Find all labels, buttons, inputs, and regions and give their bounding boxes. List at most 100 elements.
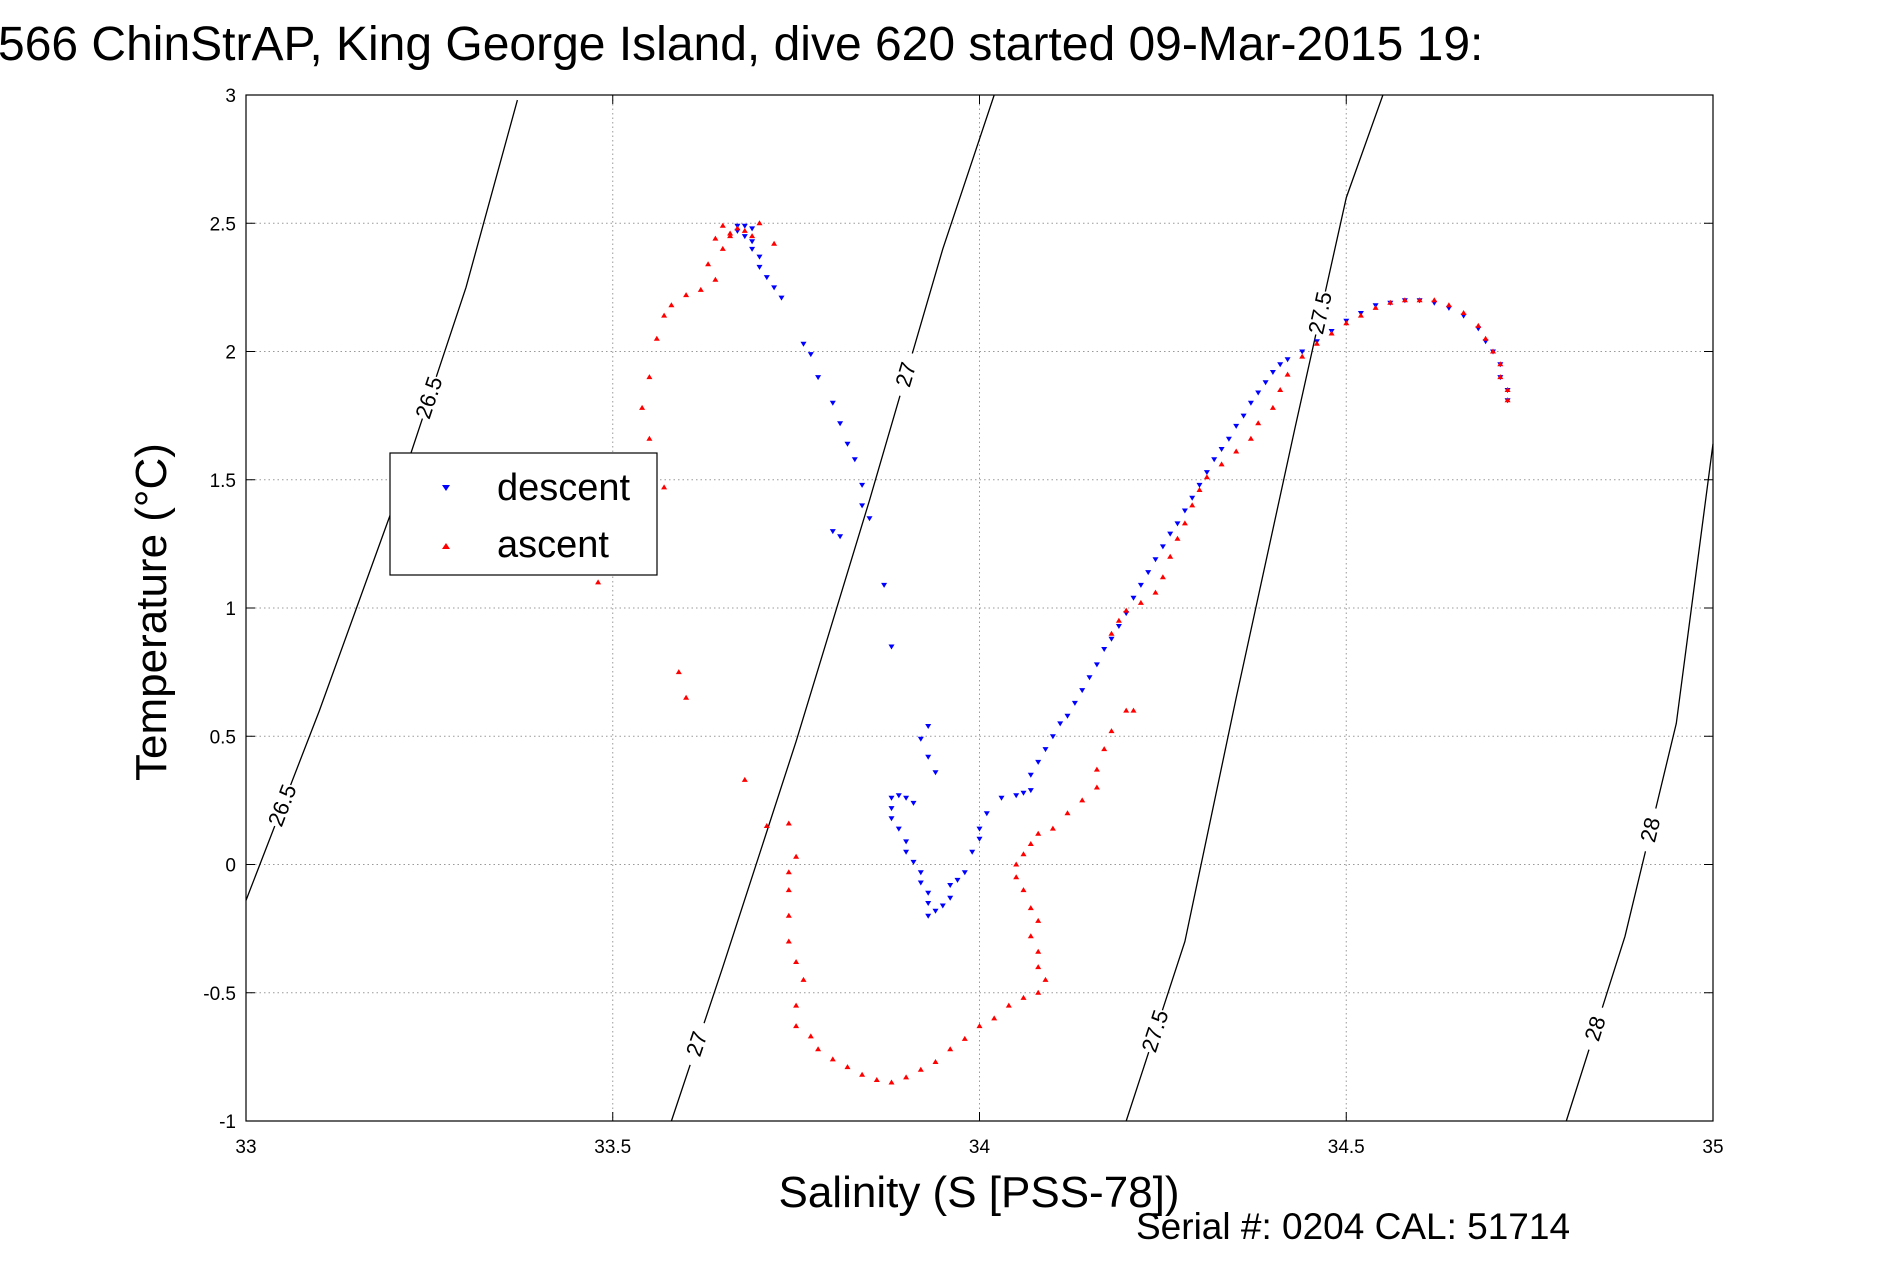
- ascent-point: [639, 404, 646, 410]
- descent-point: [778, 295, 785, 301]
- descent-point: [1277, 362, 1284, 368]
- ascent-point: [1020, 994, 1027, 1000]
- descent-point: [749, 226, 756, 232]
- descent-series: [734, 223, 1511, 919]
- descent-point: [888, 795, 895, 801]
- y-tick-label: -1: [219, 1112, 236, 1133]
- contour-label: 26.5: [410, 373, 447, 422]
- ascent-point: [1035, 917, 1042, 923]
- ascent-point: [595, 579, 602, 585]
- descent-point: [1027, 788, 1034, 794]
- x-tick-labels: 33 33.5 34 34.5 35: [235, 1137, 1723, 1158]
- ascent-point: [829, 1056, 836, 1062]
- descent-point: [1189, 495, 1196, 501]
- ascent-point: [1013, 861, 1020, 867]
- x-tick-label: 33: [235, 1137, 256, 1158]
- ascent-point: [976, 1023, 983, 1029]
- x-tick-label: 34: [969, 1137, 991, 1158]
- chart-title: 566 ChinStrAP, King George Island, dive …: [0, 18, 1483, 71]
- descent-point: [1240, 413, 1247, 419]
- ascent-point: [1108, 728, 1115, 734]
- ascent-point: [1079, 797, 1086, 803]
- descent-point: [771, 285, 778, 291]
- descent-point: [917, 736, 924, 742]
- descent-point: [763, 275, 770, 281]
- descent-point: [1203, 470, 1210, 476]
- ascent-point: [661, 484, 668, 490]
- ascent-point: [1093, 784, 1100, 790]
- descent-point: [1108, 636, 1115, 642]
- ascent-point: [888, 1079, 895, 1085]
- ascent-point: [1284, 371, 1291, 377]
- descent-point: [829, 400, 836, 406]
- ascent-point: [1401, 297, 1408, 303]
- descent-point: [1071, 700, 1078, 706]
- descent-point: [1299, 349, 1306, 355]
- descent-point: [895, 826, 902, 832]
- isopycnal-line: [670, 94, 995, 1122]
- descent-point: [837, 534, 844, 540]
- descent-point: [910, 800, 917, 806]
- descent-point: [859, 503, 866, 509]
- descent-point: [837, 421, 844, 427]
- descent-point: [903, 795, 910, 801]
- ascent-point: [1490, 348, 1496, 354]
- ascent-point: [1042, 976, 1049, 982]
- descent-point: [1115, 624, 1122, 629]
- ascent-point: [741, 776, 748, 782]
- descent-point: [925, 724, 932, 729]
- ascent-point: [807, 1033, 814, 1039]
- descent-point: [947, 883, 954, 888]
- descent-point: [925, 754, 932, 760]
- descent-point: [1152, 557, 1159, 563]
- ascent-point: [1504, 387, 1511, 392]
- contour-label-bg: [1577, 1004, 1614, 1054]
- ascent-point: [903, 1074, 910, 1080]
- descent-point: [1196, 482, 1203, 488]
- data-series: [595, 220, 1511, 1085]
- ascent-point: [1269, 404, 1276, 410]
- descent-point: [983, 811, 990, 817]
- ascent-point: [785, 869, 792, 875]
- contour-label-bg: [411, 373, 448, 423]
- descent-point: [1181, 508, 1188, 514]
- ascent-point: [1108, 630, 1115, 636]
- descent-point: [1262, 380, 1269, 386]
- descent-point: [969, 849, 976, 855]
- y-tick-label: 1: [225, 599, 236, 620]
- ascent-point: [763, 823, 770, 828]
- contour-label: 28: [1635, 815, 1665, 845]
- ascent-point: [1027, 841, 1034, 846]
- descent-point: [1042, 747, 1049, 753]
- ascent-point: [1189, 502, 1196, 508]
- descent-point: [903, 839, 910, 845]
- descent-point: [1145, 570, 1152, 576]
- descent-point: [917, 880, 924, 886]
- descent-point: [925, 901, 932, 906]
- y-tick-label: 1.5: [210, 471, 236, 492]
- ascent-point: [653, 335, 660, 341]
- ascent-point: [1152, 589, 1159, 595]
- x-tick-label: 35: [1702, 1137, 1723, 1158]
- ascent-point: [1013, 874, 1020, 880]
- descent-point: [756, 254, 763, 260]
- ascent-point: [917, 1066, 924, 1072]
- contour-label-bg: [1137, 1006, 1174, 1056]
- ascent-point: [719, 245, 726, 251]
- ascent-series: [595, 220, 1511, 1085]
- descent-point: [749, 239, 756, 245]
- descent-point: [1086, 675, 1093, 681]
- ascent-point: [1005, 1002, 1012, 1008]
- ascent-point: [646, 374, 653, 380]
- descent-point: [829, 529, 836, 535]
- ascent-point: [991, 1015, 998, 1021]
- descent-point: [888, 644, 895, 650]
- ascent-point: [1328, 330, 1335, 336]
- ascent-point: [712, 276, 719, 282]
- ascent-point: [1174, 535, 1181, 541]
- descent-point: [881, 582, 888, 588]
- ascent-point: [1035, 989, 1042, 995]
- ascent-point: [1115, 617, 1122, 623]
- ascent-point: [1027, 933, 1034, 939]
